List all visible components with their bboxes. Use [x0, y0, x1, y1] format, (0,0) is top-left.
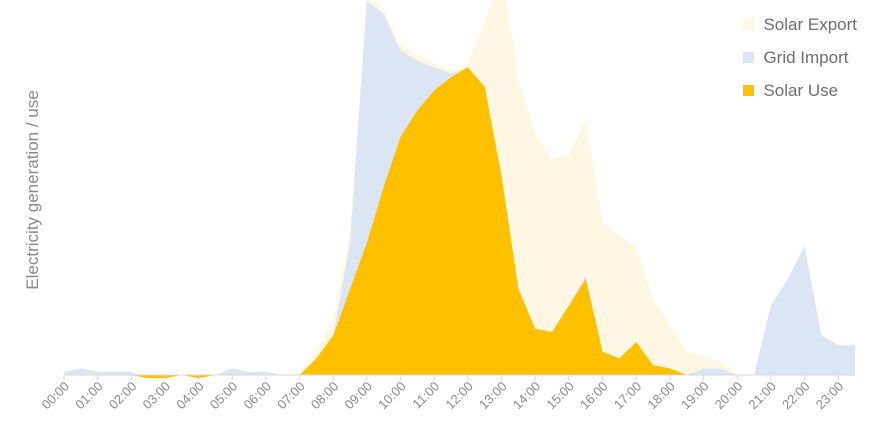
x-tick-label: 03:00	[139, 379, 173, 413]
x-tick-label: 09:00	[341, 379, 375, 413]
chart-areas	[64, 0, 855, 379]
x-tick-label: 08:00	[308, 379, 342, 413]
series-solar-use-area	[64, 67, 855, 379]
legend-label: Grid Import	[763, 47, 849, 67]
x-tick-label: 17:00	[611, 379, 645, 413]
x-tick-label: 15:00	[543, 379, 577, 413]
legend-label: Solar Export	[763, 14, 857, 34]
legend: Solar Export Grid Import Solar Use	[743, 8, 857, 107]
x-tick-label: 13:00	[476, 379, 510, 413]
x-tick-label: 21:00	[745, 379, 779, 413]
x-tick-label: 20:00	[712, 379, 746, 413]
x-tick-label: 18:00	[644, 379, 678, 413]
legend-swatch	[743, 85, 755, 96]
x-tick-label: 00:00	[39, 379, 73, 413]
series-grid-import-area	[64, 1, 855, 379]
x-tick-label: 14:00	[510, 379, 544, 413]
x-tick-label: 07:00	[274, 379, 308, 413]
x-tick-label: 22:00	[779, 379, 813, 413]
legend-swatch	[743, 19, 755, 30]
legend-item-solar-export[interactable]: Solar Export	[743, 8, 857, 41]
x-tick-label: 05:00	[207, 379, 241, 413]
x-tick-label: 02:00	[106, 379, 140, 413]
legend-swatch	[743, 52, 755, 63]
x-axis: 00:00 01:00 02:00 03:00 04:00 05:00 06:00 07:00…	[39, 374, 855, 413]
x-tick-label: 16:00	[577, 379, 611, 413]
x-tick-label: 12:00	[442, 379, 476, 413]
x-tick-label: 10:00	[375, 379, 409, 413]
x-tick-label: 01:00	[72, 379, 106, 413]
x-tick-label: 19:00	[678, 379, 712, 413]
x-tick-label: 06:00	[240, 379, 274, 413]
x-tick-label: 04:00	[173, 379, 207, 413]
legend-item-grid-import[interactable]: Grid Import	[743, 41, 857, 74]
legend-label: Solar Use	[763, 80, 839, 100]
legend-item-solar-use[interactable]: Solar Use	[743, 74, 857, 107]
x-tick-label: 23:00	[813, 379, 847, 413]
x-tick-label: 11:00	[409, 379, 442, 412]
y-axis-label: Electricity generation / use	[23, 90, 42, 289]
